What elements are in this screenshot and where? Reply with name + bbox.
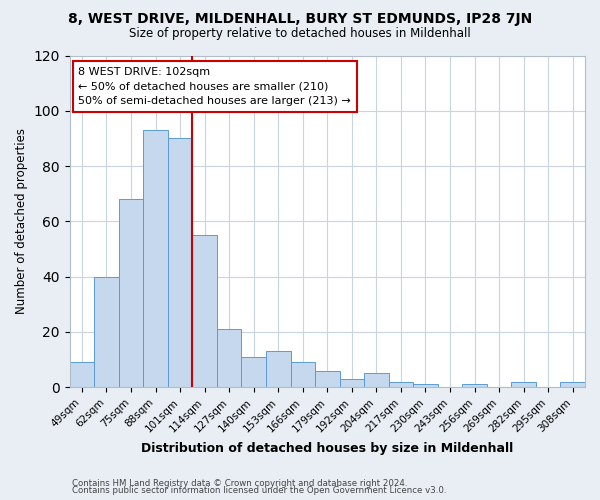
Bar bbox=[70, 362, 94, 387]
Bar bbox=[119, 199, 143, 387]
Bar bbox=[413, 384, 438, 387]
Bar bbox=[364, 374, 389, 387]
Text: Contains HM Land Registry data © Crown copyright and database right 2024.: Contains HM Land Registry data © Crown c… bbox=[72, 478, 407, 488]
Bar bbox=[143, 130, 168, 387]
Bar bbox=[266, 351, 290, 387]
Bar bbox=[168, 138, 193, 387]
Text: Contains public sector information licensed under the Open Government Licence v3: Contains public sector information licen… bbox=[72, 486, 446, 495]
Bar bbox=[94, 276, 119, 387]
Bar bbox=[315, 370, 340, 387]
Bar bbox=[560, 382, 585, 387]
X-axis label: Distribution of detached houses by size in Mildenhall: Distribution of detached houses by size … bbox=[141, 442, 514, 455]
Bar bbox=[290, 362, 315, 387]
Bar bbox=[340, 379, 364, 387]
Text: 8, WEST DRIVE, MILDENHALL, BURY ST EDMUNDS, IP28 7JN: 8, WEST DRIVE, MILDENHALL, BURY ST EDMUN… bbox=[68, 12, 532, 26]
Bar bbox=[241, 356, 266, 387]
Bar bbox=[193, 235, 217, 387]
Text: Size of property relative to detached houses in Mildenhall: Size of property relative to detached ho… bbox=[129, 28, 471, 40]
Text: 8 WEST DRIVE: 102sqm
← 50% of detached houses are smaller (210)
50% of semi-deta: 8 WEST DRIVE: 102sqm ← 50% of detached h… bbox=[78, 66, 351, 106]
Bar bbox=[511, 382, 536, 387]
Y-axis label: Number of detached properties: Number of detached properties bbox=[15, 128, 28, 314]
Bar bbox=[217, 329, 241, 387]
Bar bbox=[462, 384, 487, 387]
Bar bbox=[389, 382, 413, 387]
